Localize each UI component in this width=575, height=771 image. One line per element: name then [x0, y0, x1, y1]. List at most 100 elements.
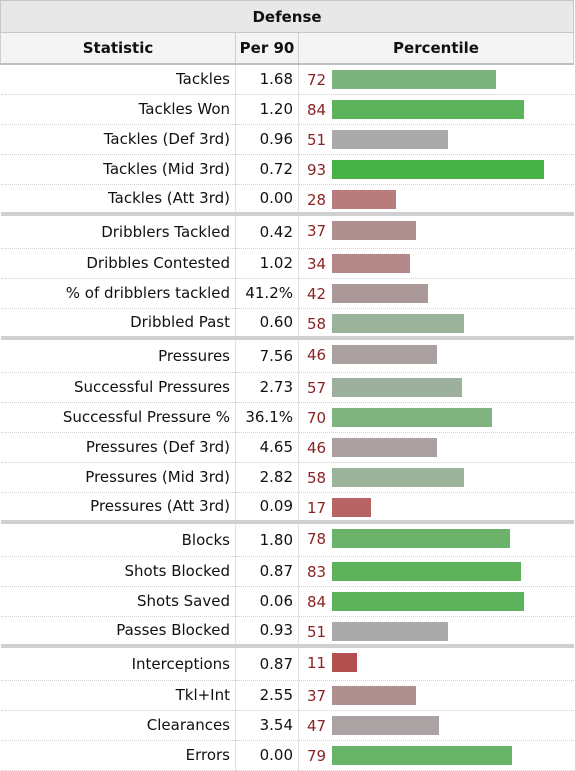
per90-cell: 1.68 [235, 64, 299, 95]
statistic-cell: Pressures [0, 336, 236, 373]
statistic-cell: Interceptions [0, 644, 236, 681]
statistic-cell: Tackles (Att 3rd) [0, 184, 236, 215]
column-header-statistic[interactable]: Statistic [0, 32, 236, 65]
percentile-bar [332, 99, 524, 119]
per90-cell: 7.56 [235, 336, 299, 373]
percentile-value: 37 [307, 686, 327, 705]
table-row: Tackles (Mid 3rd) 0.72 93 [0, 154, 574, 185]
percentile-cell: 37 [298, 680, 574, 711]
percentile-bar [332, 467, 464, 487]
table-row: Successful Pressures 2.73 57 [0, 372, 574, 403]
statistic-cell: Blocks [0, 520, 236, 557]
percentile-bar [332, 621, 448, 641]
table-row: Tkl+Int 2.55 37 [0, 680, 574, 711]
percentile-cell: 28 [298, 184, 574, 215]
statistic-cell: Shots Saved [0, 586, 236, 617]
percentile-value: 78 [307, 530, 327, 548]
statistic-cell: Tackles [0, 64, 236, 95]
statistic-cell: Dribbles Contested [0, 248, 236, 279]
table-title: Defense [0, 0, 575, 33]
table-row: Tackles (Def 3rd) 0.96 51 [0, 124, 574, 155]
per90-cell: 0.42 [235, 212, 299, 249]
percentile-value: 72 [307, 71, 327, 89]
statistic-cell: Tkl+Int [0, 680, 236, 711]
per90-cell: 1.02 [235, 248, 299, 279]
percentile-value: 51 [307, 130, 327, 149]
percentile-value: 47 [307, 716, 327, 735]
table-row: Tackles 1.68 72 [0, 64, 574, 95]
percentile-bar [332, 283, 428, 303]
percentile-cell: 17 [298, 492, 574, 523]
percentile-cell: 57 [298, 372, 574, 403]
per90-cell: 2.82 [235, 462, 299, 493]
percentile-value: 58 [307, 314, 327, 333]
table-row: Tackles (Att 3rd) 0.00 28 [0, 184, 574, 215]
column-header-per90[interactable]: Per 90 [235, 32, 299, 65]
percentile-cell: 58 [298, 308, 574, 339]
percentile-bar [332, 70, 496, 89]
table-row: Tackles Won 1.20 84 [0, 94, 574, 125]
percentile-value: 84 [307, 100, 327, 119]
percentile-value: 93 [307, 160, 327, 179]
per90-cell: 0.60 [235, 308, 299, 339]
percentile-bar [332, 253, 410, 273]
percentile-value: 34 [307, 254, 327, 273]
statistic-cell: Tackles (Mid 3rd) [0, 154, 236, 185]
per90-cell: 0.87 [235, 556, 299, 587]
percentile-value: 37 [307, 222, 327, 240]
percentile-bar [332, 313, 464, 333]
per90-cell: 2.73 [235, 372, 299, 403]
table-row: Interceptions 0.87 11 [0, 644, 574, 681]
percentile-cell: 42 [298, 278, 574, 309]
statistic-cell: Pressures (Mid 3rd) [0, 462, 236, 493]
percentile-cell: 51 [298, 124, 574, 155]
percentile-value: 46 [307, 438, 327, 457]
per90-cell: 0.93 [235, 616, 299, 647]
per90-cell: 0.87 [235, 644, 299, 681]
percentile-bar [332, 407, 492, 427]
percentile-bar [332, 497, 371, 517]
percentile-bar [332, 685, 416, 705]
table-row: Pressures (Att 3rd) 0.09 17 [0, 492, 574, 523]
percentile-bar [332, 561, 521, 581]
statistic-cell: Tackles (Def 3rd) [0, 124, 236, 155]
percentile-value: 84 [307, 592, 327, 611]
percentile-bar [332, 129, 448, 149]
percentile-bar [332, 345, 437, 364]
percentile-value: 51 [307, 622, 327, 641]
statistic-cell: Shots Blocked [0, 556, 236, 587]
percentile-value: 83 [307, 562, 327, 581]
percentile-bar [332, 377, 462, 397]
percentile-bar [332, 437, 437, 457]
percentile-cell: 79 [298, 740, 574, 771]
percentile-cell: 72 [298, 64, 574, 95]
percentile-bar [332, 159, 544, 179]
column-header-percentile[interactable]: Percentile [297, 32, 575, 65]
per90-cell: 4.65 [235, 432, 299, 463]
statistic-cell: Dribbled Past [0, 308, 236, 339]
percentile-value: 17 [307, 498, 327, 517]
percentile-cell: 46 [298, 336, 574, 373]
statistic-cell: Dribblers Tackled [0, 212, 236, 249]
percentile-value: 11 [307, 654, 327, 672]
per90-cell: 0.96 [235, 124, 299, 155]
per90-cell: 0.06 [235, 586, 299, 617]
percentile-cell: 11 [298, 644, 574, 681]
table-row: Successful Pressure % 36.1% 70 [0, 402, 574, 433]
per90-cell: 1.20 [235, 94, 299, 125]
percentile-cell: 34 [298, 248, 574, 279]
per90-cell: 1.80 [235, 520, 299, 557]
percentile-cell: 47 [298, 710, 574, 741]
table-row: % of dribblers tackled 41.2% 42 [0, 278, 574, 309]
statistic-cell: Errors [0, 740, 236, 771]
table-row: Errors 0.00 79 [0, 740, 574, 771]
table-row: Dribbled Past 0.60 58 [0, 308, 574, 339]
per90-cell: 0.00 [235, 740, 299, 771]
statistic-cell: Pressures (Def 3rd) [0, 432, 236, 463]
table-row: Clearances 3.54 47 [0, 710, 574, 741]
per90-cell: 41.2% [235, 278, 299, 309]
percentile-value: 58 [307, 468, 327, 487]
percentile-bar [332, 221, 416, 240]
statistic-cell: Successful Pressure % [0, 402, 236, 433]
